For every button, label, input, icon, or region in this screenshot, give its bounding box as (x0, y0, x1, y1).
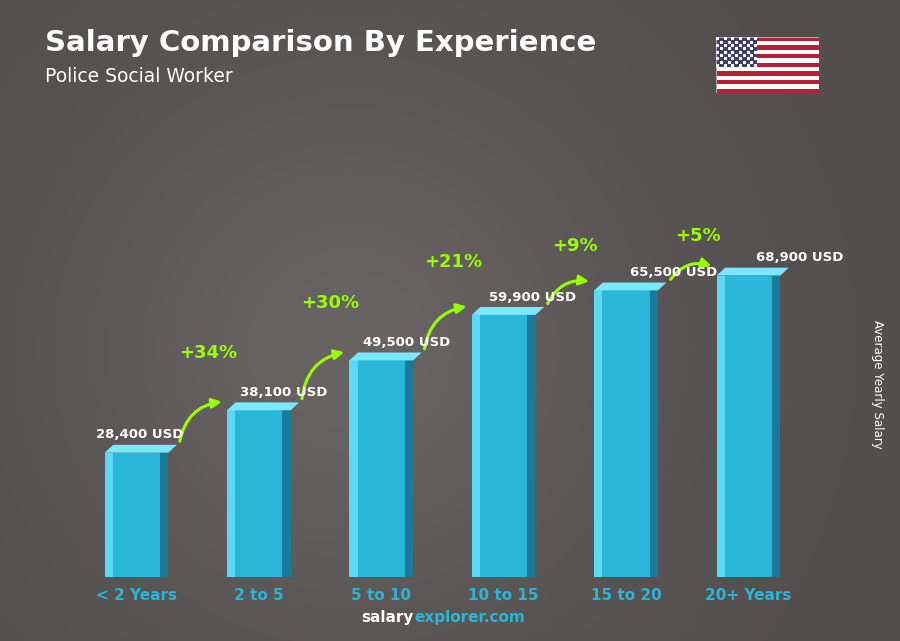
Polygon shape (104, 453, 112, 577)
Bar (716, 80, 819, 84)
Bar (716, 67, 819, 71)
Text: Police Social Worker: Police Social Worker (45, 67, 233, 87)
Text: 38,100 USD: 38,100 USD (240, 386, 328, 399)
Text: +9%: +9% (553, 237, 599, 255)
Bar (716, 46, 819, 49)
Text: +30%: +30% (302, 294, 359, 312)
Polygon shape (716, 268, 788, 276)
Text: 65,500 USD: 65,500 USD (630, 266, 717, 279)
Text: 59,900 USD: 59,900 USD (489, 290, 576, 304)
Polygon shape (227, 410, 235, 577)
Bar (716, 49, 819, 54)
Bar (472, 315, 536, 577)
Polygon shape (716, 276, 725, 577)
Text: 28,400 USD: 28,400 USD (96, 428, 184, 441)
Text: +21%: +21% (424, 253, 482, 271)
Polygon shape (349, 360, 357, 577)
Bar (716, 37, 819, 41)
Text: 49,500 USD: 49,500 USD (363, 336, 450, 349)
Polygon shape (472, 315, 480, 577)
Bar (104, 453, 168, 577)
Polygon shape (527, 315, 536, 577)
Bar (716, 41, 819, 46)
Polygon shape (650, 290, 658, 577)
Polygon shape (594, 290, 602, 577)
Text: +34%: +34% (179, 344, 237, 362)
Text: salary: salary (362, 610, 414, 625)
Bar (716, 276, 780, 577)
Bar (227, 410, 291, 577)
Text: 68,900 USD: 68,900 USD (756, 251, 843, 264)
Polygon shape (594, 283, 666, 290)
Polygon shape (772, 276, 780, 577)
Bar (716, 84, 819, 88)
Bar (716, 88, 819, 93)
Polygon shape (160, 453, 168, 577)
Bar (716, 71, 819, 76)
Bar (349, 360, 413, 577)
Text: Average Yearly Salary: Average Yearly Salary (871, 320, 884, 449)
Bar (716, 76, 819, 80)
Polygon shape (283, 410, 291, 577)
Polygon shape (472, 307, 544, 315)
Bar (594, 290, 658, 577)
Text: +5%: +5% (675, 227, 721, 245)
Polygon shape (104, 445, 176, 453)
Bar (716, 58, 819, 63)
Polygon shape (349, 353, 421, 360)
Bar (716, 63, 819, 67)
Polygon shape (227, 403, 299, 410)
Bar (716, 37, 757, 67)
Polygon shape (405, 360, 413, 577)
Bar (716, 54, 819, 58)
Text: Salary Comparison By Experience: Salary Comparison By Experience (45, 29, 596, 57)
Text: explorer.com: explorer.com (414, 610, 525, 625)
